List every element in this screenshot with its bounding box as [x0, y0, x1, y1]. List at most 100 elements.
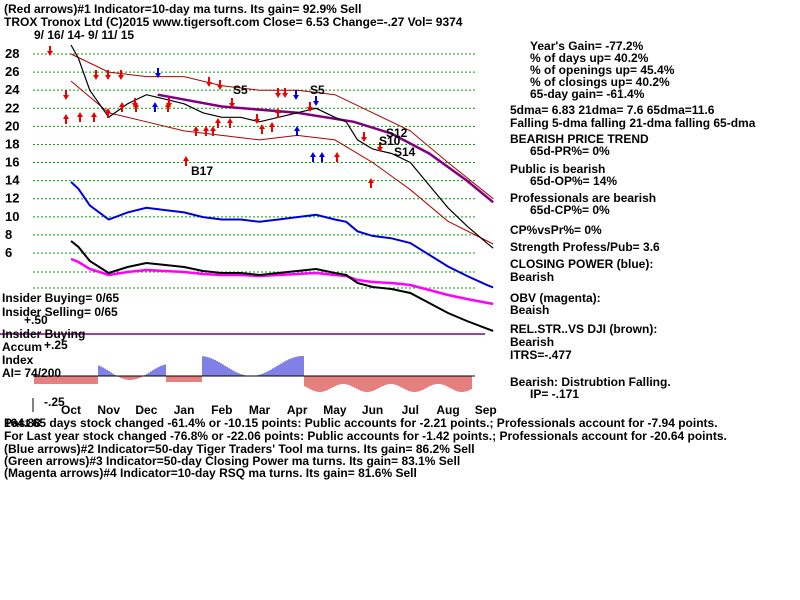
x-tick-label: Aug	[436, 403, 459, 417]
closing-power-heading: CLOSING POWER (blue):	[510, 257, 654, 271]
signal-s14: S14	[394, 145, 416, 159]
up-arrow	[152, 102, 158, 112]
down-arrow	[361, 132, 367, 142]
y-tick-label: 28	[5, 46, 19, 61]
up-arrow	[319, 152, 325, 162]
up-arrow	[215, 118, 221, 128]
up-arrow	[269, 122, 275, 132]
axis-ticks: 28 26 24 22 20 18 16 14 12 10 8 6 Oct Nov Dec Jan Feb Mar…	[5, 46, 497, 417]
closing-power-line	[70, 181, 494, 289]
up-arrow	[210, 126, 216, 136]
minus25-label: -.25	[44, 395, 65, 409]
y-tick-label: 16	[5, 155, 19, 170]
x-tick-label: Sep	[475, 403, 497, 417]
y-tick-label: 18	[5, 136, 19, 151]
insider-selling-label: Insider Selling= 0/65	[2, 305, 118, 319]
up-arrow	[63, 114, 69, 124]
signal-arrows	[47, 46, 383, 188]
up-arrow	[77, 112, 83, 122]
y-tick-label: 26	[5, 64, 19, 79]
x-tick-label: Feb	[211, 403, 232, 417]
years-gain: Year's Gain= -77.2%	[530, 39, 644, 53]
up-arrow	[334, 152, 340, 162]
price-series-line	[70, 44, 494, 249]
lower-indicators	[0, 181, 494, 335]
signal-b17: B17	[191, 164, 214, 178]
plus25-label: +.25	[44, 338, 68, 352]
signal-s5-b: S5	[310, 83, 325, 97]
down-arrow	[105, 70, 111, 80]
op-pct: 65d-OP%= 14%	[530, 174, 618, 188]
down-arrow	[377, 142, 383, 152]
footer-blue-arrows: (Blue arrows)#2 Indicator=50-day Tiger T…	[4, 442, 475, 456]
x-tick-label: May	[323, 403, 347, 417]
dma-values: 5dma= 6.83 21dma= 7.6 65dma=11.6	[510, 103, 715, 117]
down-arrow	[118, 70, 124, 80]
insider-buying-label-2: Insider Buying	[2, 327, 86, 341]
lower-band	[70, 80, 494, 245]
down-arrow	[282, 88, 288, 98]
down-arrow	[217, 80, 223, 90]
up-arrow	[294, 126, 300, 136]
ma-65d-line	[157, 93, 494, 204]
up-arrow	[275, 108, 281, 118]
moving-average-line	[157, 93, 494, 204]
openings-up: % of openings up= 45.4%	[530, 63, 675, 77]
y-tick-label: 14	[5, 173, 20, 188]
down-arrow	[155, 68, 161, 78]
itrs-value: ITRS=-.477	[510, 348, 572, 362]
up-arrow	[259, 124, 265, 134]
chart-title: TROX Tronox Ltd (C)2015 www.tigersoft.co…	[4, 15, 463, 29]
down-arrow	[63, 90, 69, 100]
rel-strength-value: Bearish	[510, 335, 555, 349]
dma-trend: Falling 5-dma falling 21-dma falling 65-…	[510, 116, 756, 130]
down-arrow	[293, 90, 299, 100]
y-tick-label: 24	[5, 82, 20, 97]
closings-up: % of closings up= 40.2%	[530, 75, 670, 89]
price-trend-heading: BEARISH PRICE TREND	[510, 132, 649, 146]
accum-summary: Bearish: Distrubtion Falling.	[510, 375, 671, 389]
professionals-heading: Professionals are bearish	[510, 191, 657, 205]
date-range: 9/ 16/ 14- 9/ 11/ 15	[34, 28, 135, 42]
y-tick-label: 22	[5, 100, 19, 115]
x-tick-label: Apr	[287, 403, 308, 417]
up-arrow	[133, 102, 139, 112]
up-arrow	[203, 126, 209, 136]
up-arrow	[310, 152, 316, 162]
signal-s12: S12	[386, 126, 408, 140]
closing-power-value: Bearish	[510, 270, 555, 284]
index-label: Index	[2, 353, 34, 367]
up-arrow	[227, 118, 233, 128]
y-tick-label: 8	[5, 227, 12, 242]
footer-magenta-arrows: (Magenta arrows)#4 Indicator=10-day RSQ …	[4, 466, 417, 480]
signal-s5-a: S5	[233, 83, 248, 97]
up-arrow	[193, 126, 199, 136]
down-arrow	[93, 70, 99, 80]
x-tick-label: Mar	[249, 403, 271, 417]
accum-index-histogram	[33, 356, 475, 392]
down-arrow	[307, 102, 313, 112]
down-arrow	[47, 46, 53, 56]
x-tick-label: Jan	[174, 403, 195, 417]
y-tick-label: 6	[5, 245, 12, 260]
up-arrow	[183, 156, 189, 166]
y-tick-label: 20	[5, 118, 19, 133]
x-tick-label: Jul	[402, 403, 419, 417]
up-arrow	[368, 178, 374, 188]
up-arrow	[105, 108, 111, 118]
down-arrow	[206, 77, 212, 87]
y-tick-label: 12	[5, 191, 19, 206]
price-line	[70, 44, 494, 249]
price-bands	[70, 53, 494, 245]
obv-heading: OBV (magenta):	[510, 291, 601, 305]
obv-line	[70, 257, 494, 306]
footer-year: For Last year stock changed -76.8% or -2…	[4, 429, 727, 443]
insider-buying-label: Insider Buying= 0/65	[2, 291, 120, 305]
x-tick-label: Jun	[362, 403, 383, 417]
x-tick-label: Dec	[135, 403, 157, 417]
price-grid	[33, 53, 475, 335]
down-arrow	[254, 114, 260, 124]
footer-green-arrows: (Green arrows)#3 Indicator=50-day Closin…	[4, 454, 461, 468]
down-arrow	[229, 98, 235, 108]
up-arrow	[91, 112, 97, 122]
